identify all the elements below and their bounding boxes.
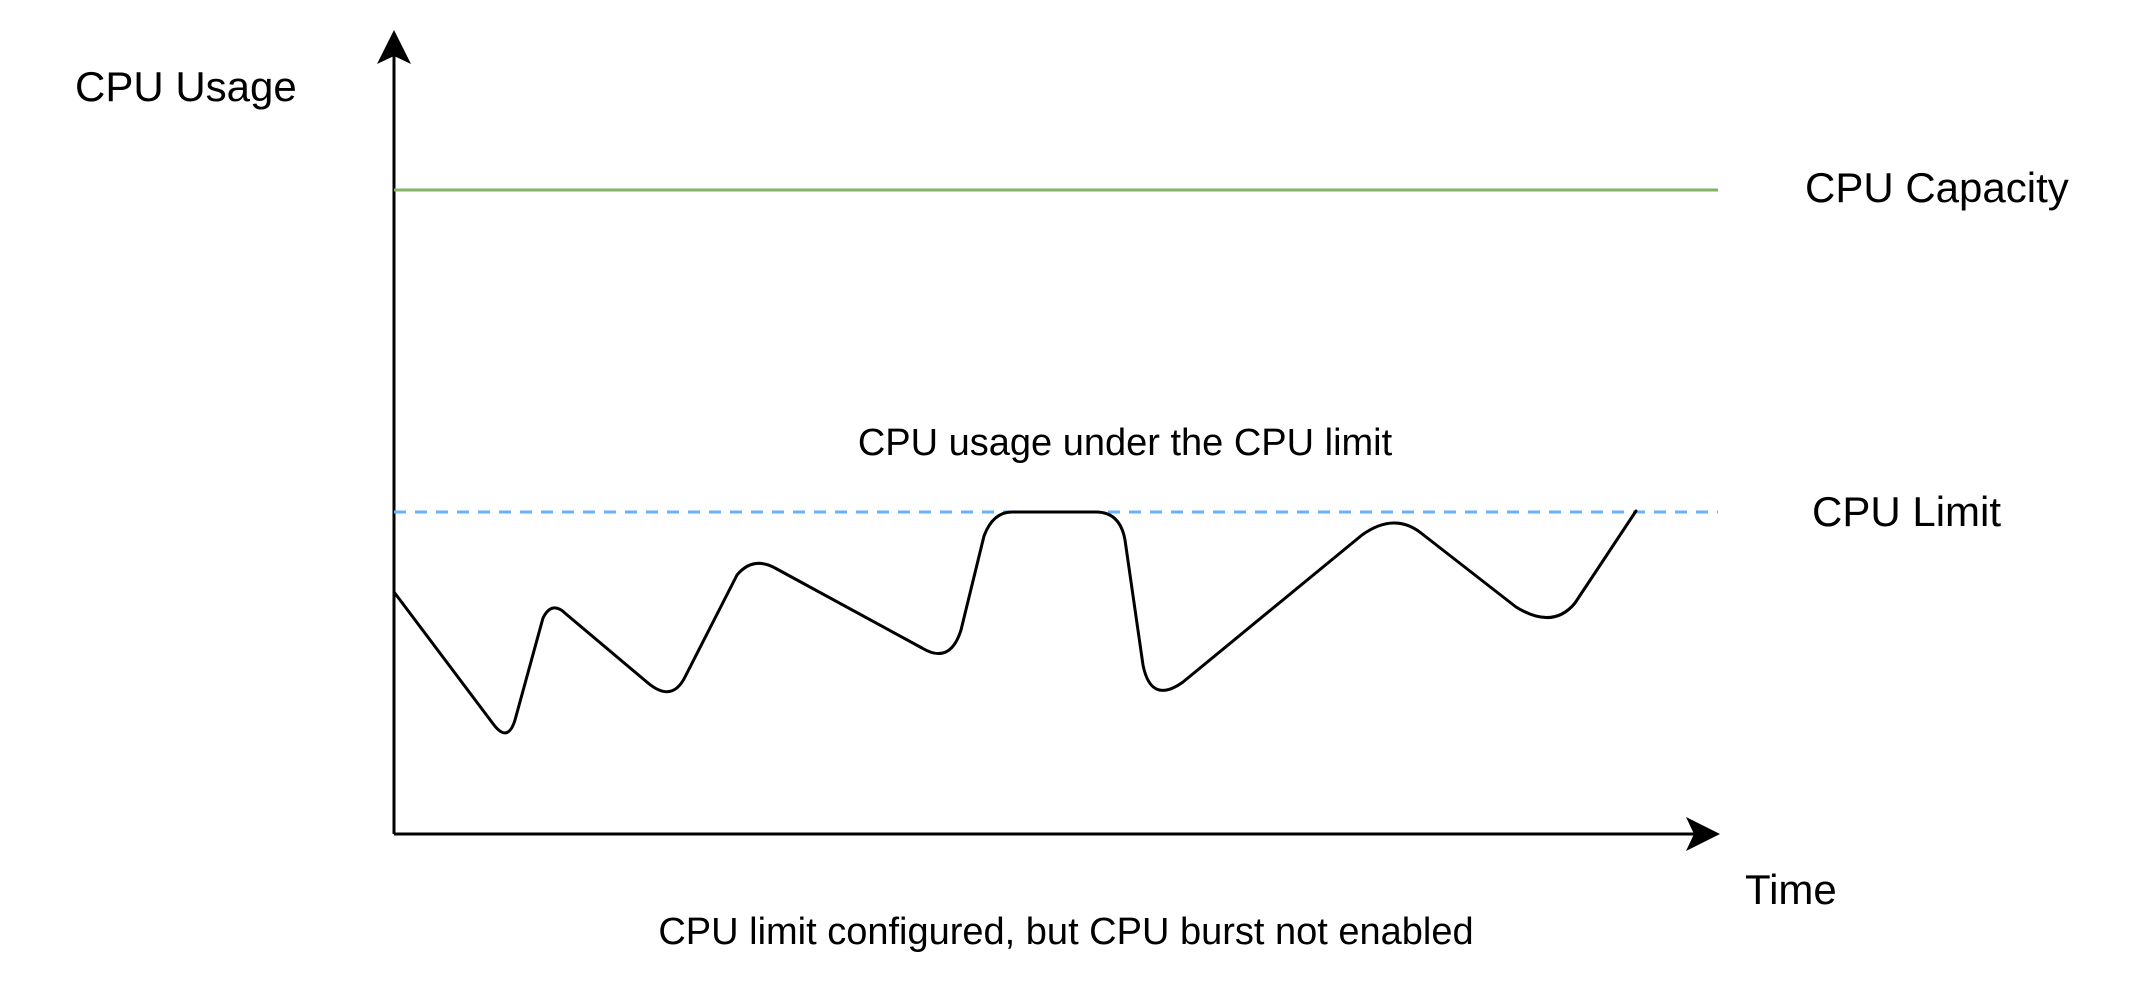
y-axis-label: CPU Usage <box>75 63 297 110</box>
cpu-limit-label: CPU Limit <box>1812 488 2001 535</box>
cpu-capacity-label: CPU Capacity <box>1805 164 2069 211</box>
y-axis-arrowhead <box>377 30 411 64</box>
diagram-caption: CPU limit configured, but CPU burst not … <box>658 911 1473 953</box>
usage-annotation: CPU usage under the CPU limit <box>858 422 1393 464</box>
x-axis-arrowhead <box>1686 817 1720 851</box>
x-axis-label: Time <box>1745 866 1837 913</box>
cpu-usage-curve <box>392 509 1638 735</box>
